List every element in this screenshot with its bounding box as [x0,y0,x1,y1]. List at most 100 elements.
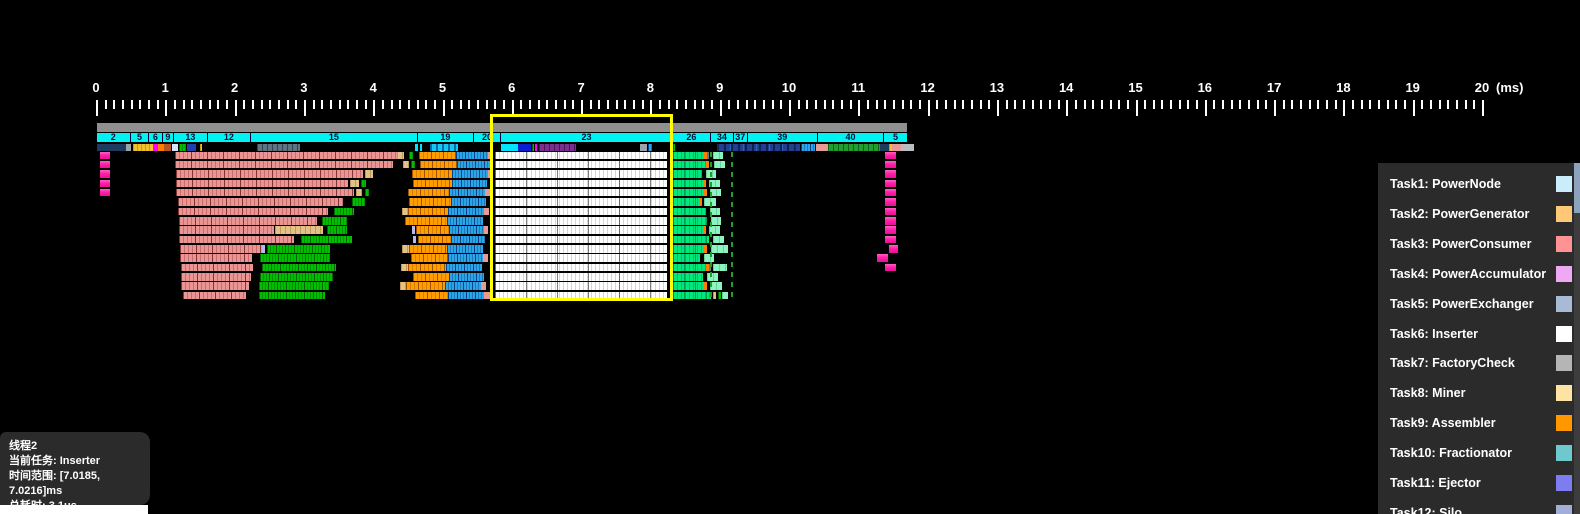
task-segment-blue[interactable] [448,291,485,300]
task-segment-blue[interactable] [448,207,485,216]
task-segment-white[interactable] [495,160,668,169]
task-segment-pink[interactable] [182,291,247,300]
task-segment-mag[interactable] [884,207,897,216]
legend-item[interactable]: Task6: Inserter [1378,320,1574,350]
task-segment-salmon[interactable] [482,254,488,262]
task-segment-pink[interactable] [179,254,252,262]
task-segment-pink[interactable] [179,226,275,234]
task-segment-pink[interactable] [176,188,355,197]
task-segment-mag[interactable] [100,179,110,188]
task-segment-grnR[interactable] [673,291,712,300]
task-segment-grnL[interactable] [260,254,331,262]
task-segment-grnL[interactable] [409,151,414,160]
task-segment-grnL[interactable] [267,245,331,253]
task-segment-blue[interactable] [648,144,652,151]
task-segment-white[interactable] [495,282,668,290]
task-segment-mag[interactable] [884,179,897,188]
elapsed-time-bar[interactable] [96,123,907,132]
task-segment-grnR[interactable] [673,263,706,272]
task-segment-grnR[interactable] [673,188,705,197]
task-segment-pink[interactable] [181,273,251,281]
frame-segment[interactable]: 39 [746,133,817,142]
task-segment-orange[interactable] [413,179,452,188]
task-segment-blue[interactable] [457,160,490,169]
task-segment-mag[interactable] [884,198,897,206]
task-segment-mint[interactable] [712,235,724,244]
task-segment-white[interactable] [495,263,668,272]
task-segment-grnR[interactable] [673,245,705,253]
task-segment-blue[interactable] [450,198,487,206]
task-segment-mag[interactable] [888,245,899,253]
task-segment-grayS[interactable] [640,144,647,151]
task-segment-pink[interactable] [177,207,329,216]
task-segment-salmon[interactable] [481,282,487,290]
task-segment-orange[interactable] [414,291,449,300]
task-segment-orange[interactable] [411,254,449,262]
task-segment-khaki[interactable] [275,226,323,234]
task-segment-grayB[interactable] [901,144,914,151]
task-segment-mint[interactable] [722,291,728,300]
task-segment-grnR[interactable] [673,179,704,188]
frame-segment[interactable]: 40 [816,133,884,142]
task-segment-grnL[interactable] [531,144,534,151]
task-segment-blue[interactable] [449,188,486,197]
legend-item[interactable]: Task9: Assembler [1378,409,1574,439]
legend-item[interactable]: Task2: PowerGenerator [1378,200,1574,230]
task-segment-lav[interactable] [262,245,266,253]
task-segment-grnL[interactable] [334,207,354,216]
task-segment-orange[interactable] [413,273,450,281]
task-segment-orange[interactable] [407,207,449,216]
legend-item[interactable]: Task3: PowerConsumer [1378,230,1574,260]
task-segment-orange[interactable] [417,235,451,244]
task-segment-grnL[interactable] [411,160,415,169]
frame-segment[interactable]: 34 [709,133,733,142]
task-segment-orange[interactable] [412,170,453,178]
task-segment-blue[interactable] [451,179,487,188]
task-segment-khaki[interactable] [400,263,408,272]
task-segment-mag[interactable] [100,170,110,178]
task-segment-mag[interactable] [884,235,897,244]
task-segment-grnL[interactable] [352,198,365,206]
legend-item[interactable]: Task4: PowerAccumulator [1378,260,1574,290]
task-segment-orange[interactable] [420,160,458,169]
frame-segment[interactable]: 15 [249,133,417,142]
task-segment-mag[interactable] [884,170,897,178]
task-segment-orange[interactable] [407,263,446,272]
task-segment-grnL[interactable] [258,291,326,300]
task-segment-orangeS[interactable] [703,226,706,234]
task-segment-khaki[interactable] [397,151,405,160]
task-segment-khaki[interactable] [350,179,359,188]
legend-item[interactable]: Task12: Silo [1378,499,1574,514]
task-segment-paleblue[interactable] [172,144,178,151]
task-segment-mint[interactable] [704,254,715,262]
task-segment-orange[interactable] [406,282,446,290]
task-segment-orange[interactable] [405,216,447,225]
task-segment-brown[interactable] [163,144,171,151]
task-segment-white[interactable] [495,226,668,234]
task-segment-white[interactable] [495,254,668,262]
task-segment-gold[interactable] [889,144,893,151]
task-segment-blue[interactable] [449,273,485,281]
task-segment-orangeS[interactable] [705,263,709,272]
task-segment-orange[interactable] [407,188,450,197]
task-segment-grnL[interactable] [327,226,347,234]
task-segment-mint[interactable] [709,188,722,197]
task-segment-orangeS[interactable] [704,188,708,197]
task-segment-mag[interactable] [100,160,110,169]
task-segment-mag[interactable] [884,226,897,234]
frame-segment[interactable]: 9 [161,133,173,142]
task-segment-white[interactable] [495,170,668,178]
task-segment-mint[interactable] [711,216,722,225]
task-segment-blue[interactable] [449,226,485,234]
task-segment-blue[interactable] [446,245,483,253]
frame-segment[interactable]: 37 [732,133,747,142]
task-segment-salmon[interactable] [485,188,491,197]
legend-item[interactable]: Task11: Ejector [1378,469,1574,499]
task-segment-grnL[interactable] [261,263,336,272]
task-segment-pink[interactable] [179,245,262,253]
task-segment-mag[interactable] [884,188,897,197]
task-segment-grnS2[interactable] [827,144,881,151]
frame-segment[interactable]: 6 [147,133,162,142]
task-segment-mint[interactable] [709,207,720,216]
task-segment-mag[interactable] [100,188,110,197]
